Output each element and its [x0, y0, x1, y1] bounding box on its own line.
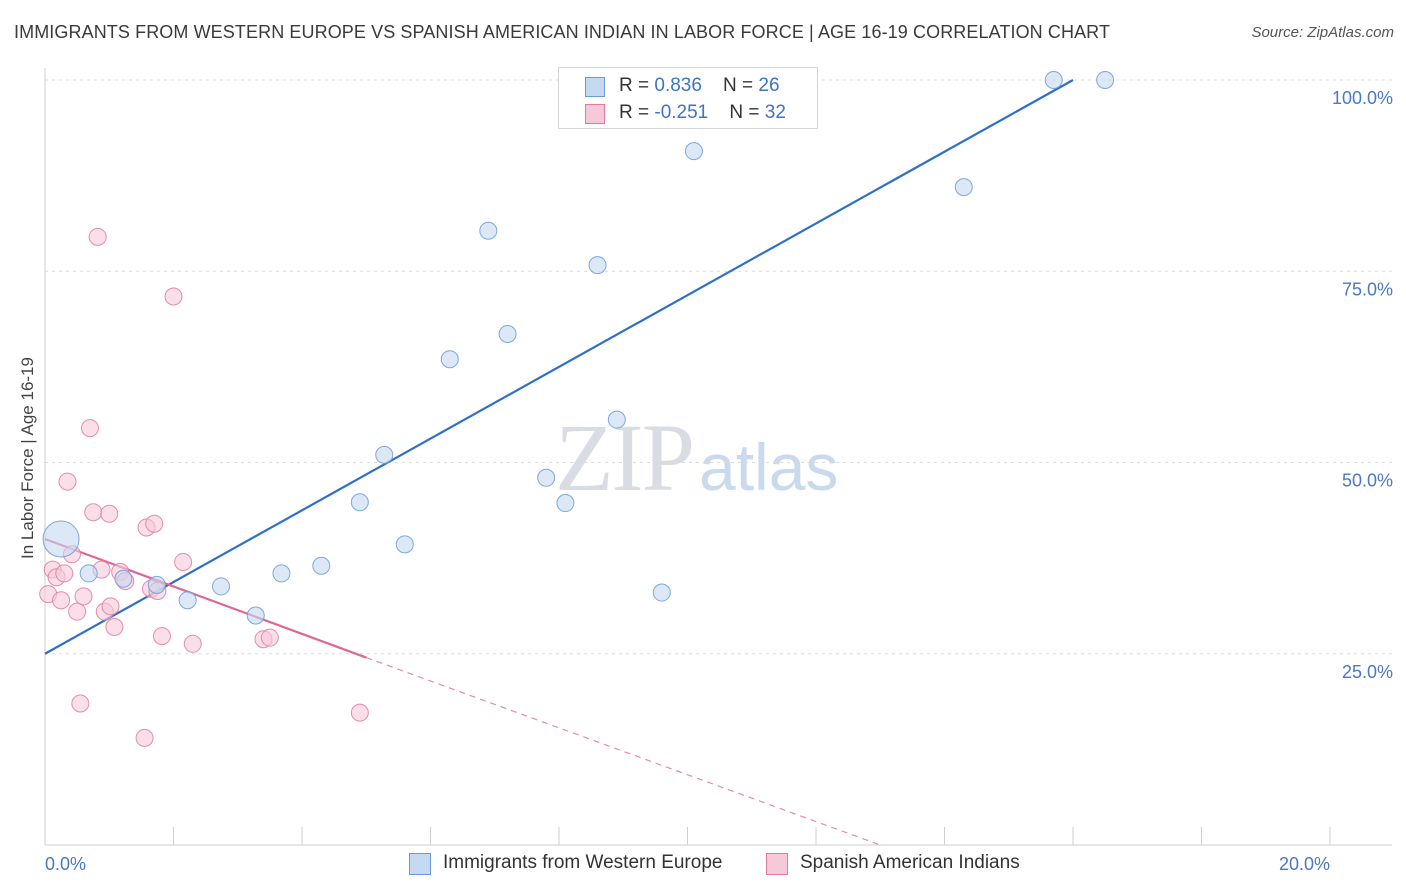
data-point-western-europe: [440, 350, 459, 369]
r-value: 0.836: [654, 75, 702, 96]
data-point-spanish-american-indians: [164, 287, 183, 306]
data-points: [39, 71, 1115, 747]
data-point-western-europe: [607, 410, 626, 429]
n-value: 26: [758, 75, 780, 96]
data-point-western-europe: [1044, 71, 1063, 89]
data-point-western-europe: [1096, 71, 1115, 89]
data-point-western-europe: [312, 556, 331, 575]
y-tick-label: 75.0%: [1342, 279, 1393, 299]
legend-swatch-blue: [585, 77, 605, 97]
y-tick-label: 50.0%: [1342, 471, 1393, 491]
data-point-western-europe: [212, 577, 231, 596]
data-point-spanish-american-indians: [55, 564, 74, 583]
data-point-spanish-american-indians: [145, 514, 164, 533]
data-point-western-europe: [79, 564, 98, 583]
gridlines: [45, 79, 1392, 655]
data-point-spanish-american-indians: [183, 634, 202, 653]
data-point-western-europe: [114, 569, 133, 588]
legend-swatch-pink: [585, 104, 605, 124]
data-point-western-europe: [42, 520, 80, 558]
data-point-western-europe: [537, 468, 556, 487]
data-point-spanish-american-indians: [105, 617, 124, 636]
data-point-spanish-american-indians: [152, 627, 171, 646]
data-point-western-europe: [684, 142, 703, 161]
correlation-legend: R = 0.836 N = 26 R = -0.251 N = 32: [558, 67, 818, 129]
data-point-spanish-american-indians: [135, 728, 154, 747]
x-tick-label: 0.0%: [45, 854, 86, 874]
tick-labels: 0.0% 20.0% 25.0% 50.0% 75.0% 100.0%: [45, 88, 1393, 874]
data-point-western-europe: [375, 445, 394, 464]
data-point-spanish-american-indians: [58, 472, 77, 491]
n-value: 32: [764, 102, 786, 123]
data-point-western-europe: [147, 575, 166, 594]
trend-lines: [44, 79, 1074, 846]
data-point-western-europe: [479, 221, 498, 240]
data-point-spanish-american-indians: [80, 419, 99, 438]
trend-line-spanish-american-indians-extension: [366, 657, 881, 846]
data-point-spanish-american-indians: [74, 587, 93, 606]
data-point-spanish-american-indians: [100, 504, 119, 523]
data-point-spanish-american-indians: [260, 628, 279, 647]
y-tick-label: 25.0%: [1342, 662, 1393, 682]
data-point-spanish-american-indians: [68, 602, 87, 621]
data-point-western-europe: [954, 178, 973, 197]
data-point-spanish-american-indians: [84, 503, 103, 522]
data-point-western-europe: [498, 324, 517, 343]
legend-swatch-blue: [409, 853, 431, 875]
data-point-western-europe: [272, 564, 291, 583]
trend-line-western-europe: [44, 79, 1074, 655]
data-point-spanish-american-indians: [350, 703, 369, 722]
data-point-spanish-american-indians: [71, 694, 90, 713]
legend-text: R = -0.251 N = 32: [619, 102, 786, 123]
data-point-western-europe: [350, 493, 369, 512]
legend-swatch-pink: [766, 853, 788, 875]
data-point-spanish-american-indians: [52, 591, 71, 610]
data-point-western-europe: [556, 494, 575, 513]
data-point-spanish-american-indians: [88, 227, 107, 246]
data-point-western-europe: [178, 591, 197, 610]
legend-text: R = 0.836 N = 26: [619, 75, 780, 96]
r-value: -0.251: [654, 102, 709, 123]
y-tick-label: 100.0%: [1332, 88, 1393, 108]
trend-line-spanish-american-indians: [44, 537, 367, 659]
source-credit: Source: ZipAtlas.com: [1251, 24, 1394, 41]
data-point-western-europe: [588, 256, 607, 275]
data-point-spanish-american-indians: [174, 552, 193, 571]
x-tick-label: 20.0%: [1279, 854, 1330, 874]
chart-title: IMMIGRANTS FROM WESTERN EUROPE VS SPANIS…: [14, 22, 1111, 42]
data-point-western-europe: [246, 606, 265, 625]
data-point-western-europe: [652, 583, 671, 602]
series-name: Immigrants from Western Europe: [443, 852, 723, 873]
data-point-spanish-american-indians: [101, 597, 120, 616]
axes: [44, 68, 1392, 846]
data-point-western-europe: [395, 535, 414, 554]
series-name: Spanish American Indians: [800, 852, 1020, 873]
